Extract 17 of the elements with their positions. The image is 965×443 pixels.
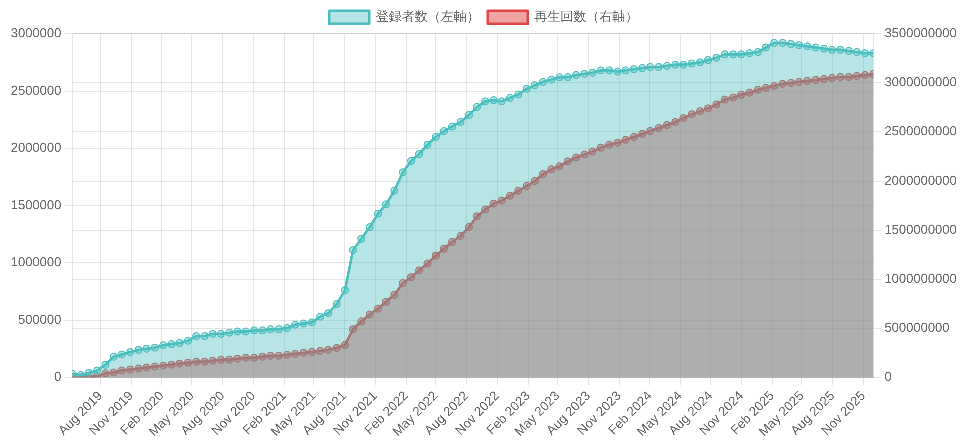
y-tick-label: 2000000 bbox=[10, 140, 62, 156]
y-tick-label: 3000000 bbox=[10, 26, 62, 41]
y-tick-label: 1000000 bbox=[10, 254, 62, 270]
y2-tick-label: 0 bbox=[884, 369, 892, 384]
y2-tick-label: 2000000000 bbox=[884, 172, 958, 188]
y2-tick-label: 3500000000 bbox=[884, 26, 958, 41]
y2-tick-label: 500000000 bbox=[884, 320, 950, 336]
y2-tick-label: 2500000000 bbox=[884, 124, 958, 139]
y-tick-label: 1500000 bbox=[10, 197, 62, 212]
y-tick-label: 2500000 bbox=[10, 82, 62, 98]
y2-tick-label: 1000000000 bbox=[884, 271, 958, 286]
y2-tick-label: 3000000000 bbox=[884, 74, 958, 90]
y-tick-label: 500000 bbox=[18, 312, 62, 327]
legend-label: 登録者数（左軸） bbox=[376, 9, 480, 24]
legend-label: 再生回数（右軸） bbox=[534, 9, 638, 24]
y2-tick-label: 1500000000 bbox=[884, 222, 958, 237]
y-tick-label: 0 bbox=[54, 369, 62, 384]
